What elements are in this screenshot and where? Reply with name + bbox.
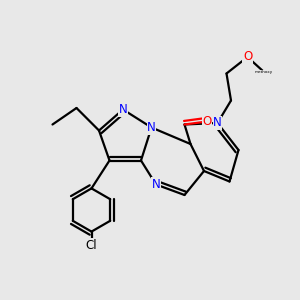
Text: N: N [152, 178, 160, 191]
Text: O: O [243, 50, 252, 64]
Text: N: N [118, 103, 127, 116]
Text: O: O [202, 115, 211, 128]
Text: methoxy: methoxy [255, 70, 273, 74]
Text: Cl: Cl [86, 238, 97, 252]
Text: N: N [213, 116, 222, 130]
Text: N: N [147, 121, 156, 134]
